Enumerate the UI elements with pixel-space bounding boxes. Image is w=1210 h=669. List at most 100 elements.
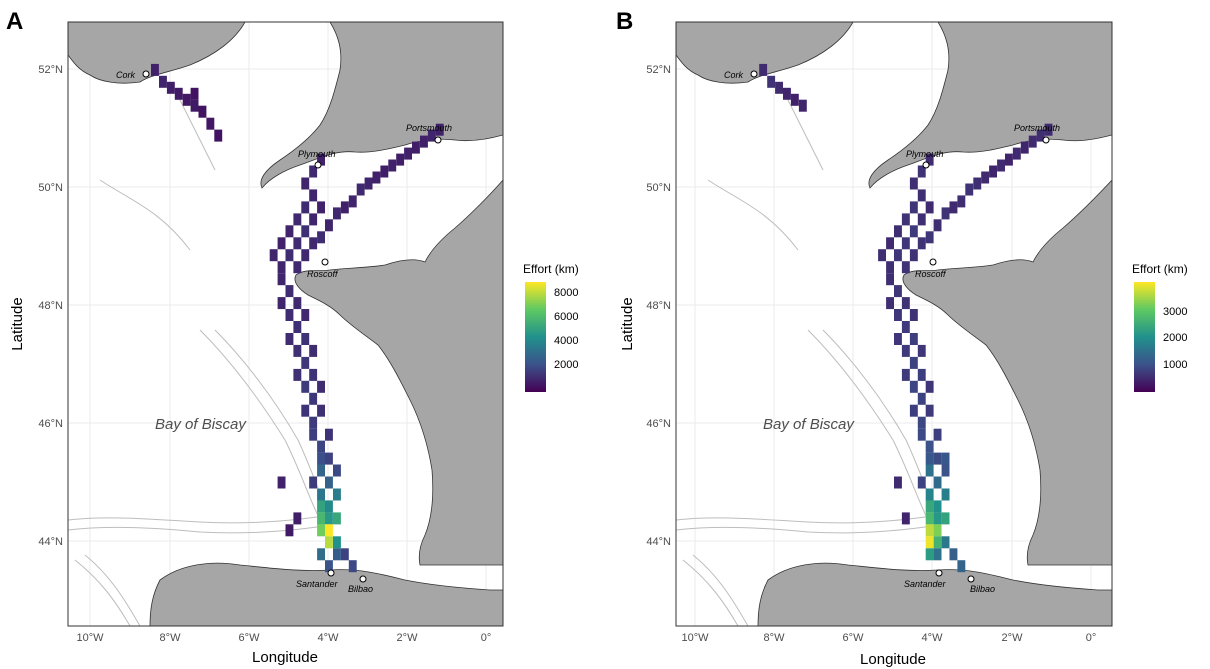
- effort-cell: [301, 249, 310, 262]
- effort-cell: [325, 524, 333, 537]
- legend-a: Effort (km) 8000 6000 4000 2000: [523, 262, 579, 392]
- x-tick-label: 4°W: [318, 632, 340, 644]
- effort-cell: [325, 536, 333, 549]
- effort-cell: [1012, 147, 1021, 160]
- x-tick-label: 0°: [481, 632, 492, 644]
- effort-cell: [388, 159, 397, 172]
- y-tick-label: 50°N: [646, 182, 671, 194]
- effort-cell: [293, 297, 302, 310]
- legend-title: Effort (km): [1132, 262, 1188, 276]
- effort-cell: [989, 165, 997, 178]
- effort-cell: [894, 333, 902, 345]
- effort-cells-b: [759, 63, 1053, 573]
- city-label-santander: Santander: [296, 579, 339, 589]
- spain-landmass: [149, 562, 503, 626]
- effort-cell: [396, 153, 405, 166]
- city-marker: [750, 70, 758, 78]
- effort-cell: [309, 213, 318, 226]
- y-tick-label: 48°N: [646, 300, 671, 312]
- panel-b: B: [616, 8, 1188, 668]
- effort-cell: [317, 548, 325, 561]
- effort-cell: [997, 159, 1005, 172]
- effort-cell: [783, 87, 791, 100]
- effort-cell: [317, 231, 325, 244]
- effort-cell: [949, 201, 958, 214]
- city-label-bilbao: Bilbao: [348, 584, 373, 594]
- effort-cell: [333, 488, 341, 501]
- effort-cell: [1028, 135, 1037, 148]
- city-label-portsmouth: Portsmouth: [1014, 123, 1060, 133]
- effort-cell: [151, 63, 159, 76]
- effort-cell: [925, 548, 934, 561]
- effort-cell: [293, 368, 302, 381]
- effort-cell: [301, 356, 310, 369]
- effort-cell: [941, 488, 950, 501]
- city-label-cork: Cork: [724, 70, 744, 80]
- x-tick-label: 8°W: [764, 632, 786, 644]
- effort-cell: [909, 356, 918, 369]
- panel-letter-b: B: [616, 8, 633, 35]
- y-tick-label: 46°N: [38, 418, 63, 430]
- effort-cell: [269, 249, 278, 262]
- effort-cell: [909, 380, 918, 393]
- panel-a: A: [6, 8, 579, 666]
- effort-cell: [277, 297, 286, 310]
- effort-cell: [182, 93, 191, 106]
- effort-cell: [325, 476, 333, 489]
- effort-cell: [356, 183, 365, 196]
- effort-cell: [159, 75, 167, 88]
- effort-cell: [333, 464, 341, 477]
- land-a: [68, 22, 503, 626]
- x-tick-label: 8°W: [160, 632, 182, 644]
- effort-cell: [901, 261, 910, 274]
- map-area-b: [676, 22, 1112, 626]
- effort-cell: [325, 560, 333, 573]
- effort-cell: [933, 219, 942, 232]
- effort-cell: [901, 368, 910, 381]
- effort-cell: [309, 428, 318, 441]
- x-tick-label: 2°W: [1002, 632, 1024, 644]
- sea-label-bay-of-biscay: Bay of Biscay: [763, 416, 855, 433]
- x-tick-label: 10°W: [76, 632, 104, 644]
- effort-cell: [925, 452, 934, 465]
- effort-cell: [933, 476, 942, 489]
- effort-cell: [293, 261, 302, 274]
- effort-cell: [435, 123, 444, 136]
- effort-cell: [1020, 141, 1029, 154]
- effort-cells-a: [151, 63, 444, 573]
- legend-tick-label: 2000: [1163, 332, 1187, 344]
- effort-cell: [317, 488, 325, 501]
- city-marker: [929, 258, 937, 266]
- x-tick-label: 6°W: [843, 632, 865, 644]
- effort-cell: [933, 524, 942, 537]
- effort-cell: [317, 380, 325, 393]
- effort-cell: [309, 237, 318, 250]
- effort-cell: [301, 380, 310, 393]
- city-label-plymouth: Plymouth: [906, 149, 944, 159]
- effort-cell: [285, 524, 294, 537]
- y-tick-label: 44°N: [38, 536, 63, 548]
- x-axis-title: Longitude: [252, 649, 318, 666]
- y-tick-label: 46°N: [646, 418, 671, 430]
- effort-cell: [198, 105, 207, 118]
- effort-cell: [925, 231, 934, 244]
- city-marker: [327, 569, 335, 577]
- effort-cell: [925, 536, 934, 549]
- effort-cell: [901, 213, 910, 226]
- y-tick-label: 52°N: [38, 64, 63, 76]
- effort-cell: [301, 177, 310, 190]
- effort-cell: [886, 237, 894, 250]
- effort-cell: [909, 333, 918, 345]
- effort-cell: [909, 309, 918, 321]
- city-label-plymouth: Plymouth: [298, 149, 336, 159]
- effort-cell: [894, 476, 902, 489]
- effort-cell: [925, 488, 934, 501]
- effort-cell: [798, 99, 807, 112]
- effort-cell: [925, 524, 934, 537]
- effort-cell: [364, 177, 373, 190]
- effort-cell: [917, 476, 926, 489]
- france-landmass: [294, 179, 503, 566]
- legend-tick-label: 1000: [1163, 359, 1187, 371]
- panel-border-b: [675, 21, 1113, 627]
- effort-cell: [285, 249, 294, 262]
